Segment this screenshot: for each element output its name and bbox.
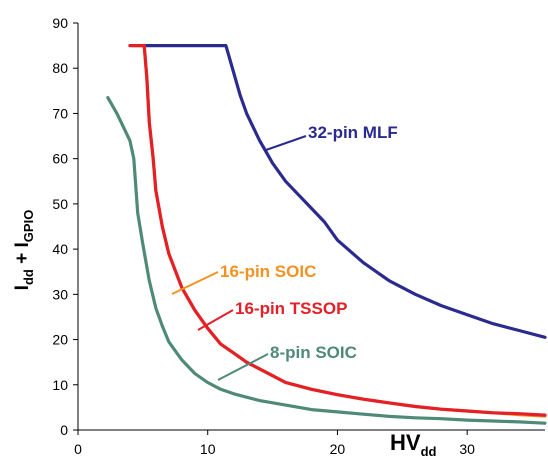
x-axis-label: HVdd <box>390 430 437 459</box>
y-tick-label: 80 <box>52 60 68 76</box>
x-tick-label: 0 <box>74 441 82 457</box>
x-tick-label: 10 <box>200 441 216 457</box>
leader-32-pin-mlf <box>265 135 307 151</box>
y-tick-label: 90 <box>52 15 68 31</box>
annotation-16-pin-tssop: 16-pin TSSOP <box>235 299 347 318</box>
y-ticks: 0 10 20 30 40 50 60 70 80 90 <box>52 15 78 438</box>
annotation-leaders <box>171 135 307 381</box>
y-tick-label: 70 <box>52 105 68 121</box>
y-tick-label: 40 <box>52 241 68 257</box>
annotation-8-pin-soic: 8-pin SOIC <box>270 343 357 362</box>
y-tick-label: 60 <box>52 151 68 167</box>
series-line-16-pin-tssop <box>128 43 547 417</box>
leader-8-pin-soic <box>217 353 269 381</box>
annotation-16-pin-soic: 16-pin SOIC <box>220 262 316 281</box>
leader-16-pin-tssop <box>197 309 234 331</box>
y-tick-label: 30 <box>52 286 68 302</box>
y-tick-label: 20 <box>52 332 68 348</box>
x-tick-label: 30 <box>459 441 475 457</box>
y-tick-label: 10 <box>52 377 68 393</box>
x-ticks: 0 10 20 30 <box>74 430 475 457</box>
leader-16-pin-soic <box>171 271 219 295</box>
y-axis-label: Idd + IGPIO <box>12 210 36 291</box>
series-lines <box>106 43 547 425</box>
series-line-32-pin-mlf <box>141 43 547 339</box>
y-tick-label: 0 <box>60 422 68 438</box>
annotations: 32-pin MLF 16-pin SOIC 16-pin TSSOP 8-pin S… <box>220 123 398 362</box>
annotation-32-pin-mlf: 32-pin MLF <box>308 123 398 142</box>
y-tick-label: 50 <box>52 196 68 212</box>
x-tick-label: 20 <box>330 441 346 457</box>
series-line-8-pin-soic <box>106 95 547 425</box>
